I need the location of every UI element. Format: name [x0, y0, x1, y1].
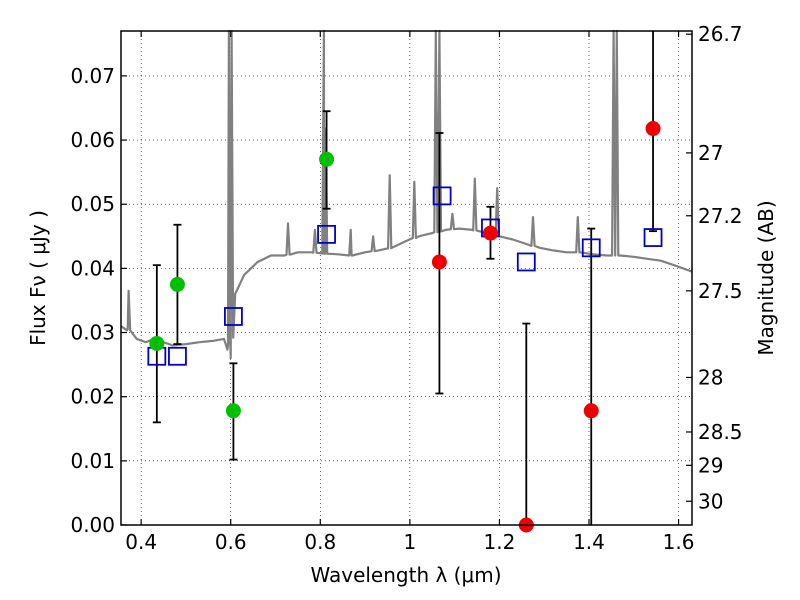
y-axis: 0.00 0.01 0.02 0.03 0.04 0.05 0.06 0.07 — [70, 64, 127, 537]
data-point — [225, 403, 241, 419]
y2-tick-label: 29 — [698, 453, 723, 477]
model-square-point — [581, 238, 601, 258]
data-markers — [147, 121, 663, 533]
data-point — [431, 254, 447, 270]
y-tick-label: 0.05 — [70, 192, 115, 216]
y2-axis-label: Magnitude (AB) — [754, 200, 778, 355]
y2-tick-label: 27.5 — [698, 279, 743, 303]
y2-tick-label: 28 — [698, 365, 723, 389]
data-point — [482, 225, 498, 241]
y-tick-label: 0.02 — [70, 385, 115, 409]
x-tick-label: 0.6 — [215, 530, 247, 554]
y-tick-label: 0.00 — [70, 513, 115, 537]
data-point — [149, 335, 165, 351]
y2-tick-label: 30 — [698, 489, 723, 513]
data-point — [645, 121, 661, 137]
y-tick-label: 0.04 — [70, 256, 115, 280]
y2-tick-label: 27.2 — [698, 204, 743, 228]
data-point — [169, 276, 185, 292]
x-tick-label: 1.6 — [663, 530, 695, 554]
model-spectrum — [120, 29, 693, 360]
model-square-point — [317, 224, 336, 244]
grid — [121, 31, 692, 526]
model-square-point — [643, 228, 663, 247]
y-tick-label: 0.07 — [70, 64, 115, 88]
y2-tick-label: 26.7 — [698, 22, 743, 46]
model-square-point — [168, 346, 187, 366]
spectrum-line — [120, 29, 693, 360]
y2-tick-label: 27 — [698, 141, 723, 165]
x-tick-label: 0.8 — [304, 530, 336, 554]
model-square-point — [516, 252, 536, 272]
data-point — [583, 403, 599, 419]
y-tick-label: 0.01 — [70, 449, 115, 473]
x-tick-label: 1.4 — [573, 530, 605, 554]
x-tick-label: 0.4 — [125, 530, 157, 554]
y-axis-label: Flux Fν ( μJy ) — [26, 210, 50, 346]
x-axis-label: Wavelength λ (μm) — [310, 563, 501, 587]
model-square-point — [224, 307, 243, 326]
plot-frame — [120, 30, 693, 526]
y-tick-label: 0.06 — [70, 128, 115, 152]
model-square-point — [432, 186, 452, 206]
data-point — [319, 151, 335, 167]
x-tick-label: 1.2 — [484, 530, 516, 554]
x-axis: 0.4 0.6 0.8 1 1.2 1.4 1.6 — [125, 31, 694, 554]
y2-axis: 26.7 27 27.2 27.5 28 28.5 29 30 — [686, 22, 743, 513]
x-tick-label: 1 — [403, 530, 416, 554]
y-tick-label: 0.03 — [70, 321, 115, 345]
y2-tick-label: 28.5 — [698, 420, 743, 444]
